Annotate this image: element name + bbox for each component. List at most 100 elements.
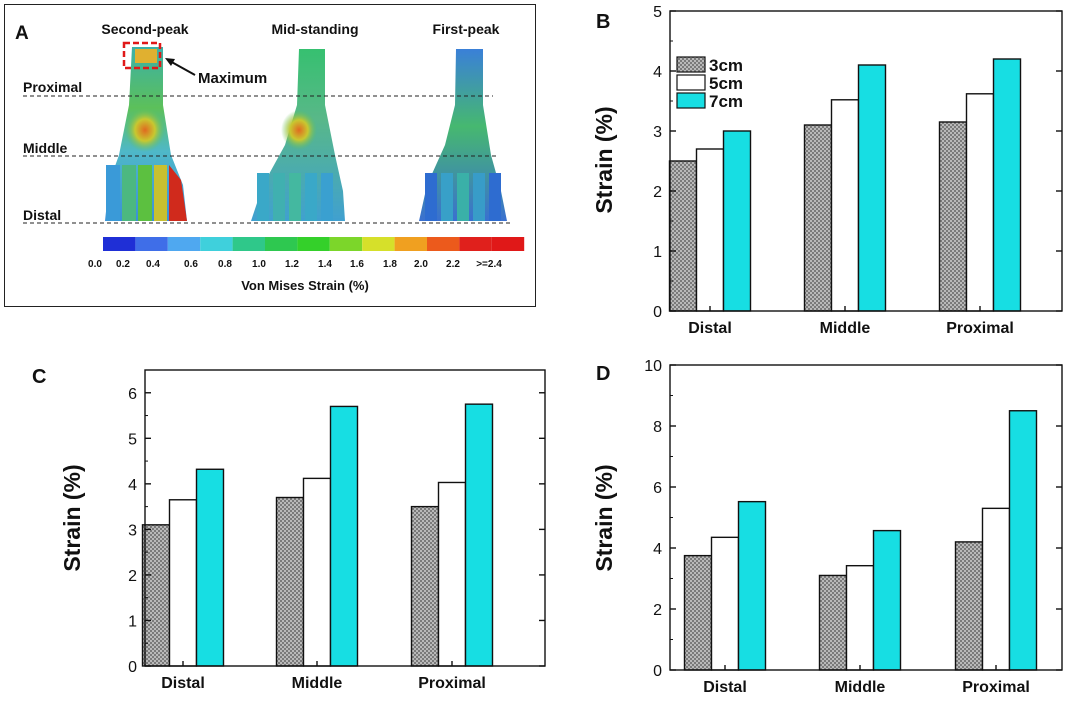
colorbar-tick-label: 1.6 [350,259,364,270]
colorbar-tick-label: 0.6 [184,259,198,270]
y-tick-label: 0 [128,659,137,676]
colorbar-tick-label: 0.2 [116,259,130,270]
y-axis-label: Strain (%) [591,106,617,213]
panel-letter: D [596,363,610,385]
colorbar-swatch [232,237,265,251]
bar-3cm-proximal [954,541,984,671]
y-tick-label: 10 [644,358,662,375]
maximum-label: Maximum [198,70,267,87]
y-tick-label: 2 [653,184,662,201]
legend-swatch-3cm [676,56,706,73]
chart-panel-b: B 0 1 2 3 4 5 Distal Middle Proximal Strain (%) 3cm… [591,4,1063,337]
label-proximal: Proximal [23,79,82,95]
bar-5cm-middle [845,564,875,671]
title-second-peak: Second-peak [101,21,188,37]
y-tick-label: 0 [653,304,662,321]
legend-label-7cm: 7cm [709,92,743,111]
colorbar-tick-label: 1.0 [252,259,266,270]
bar-7cm-middle [857,64,887,312]
bar-3cm-middle [275,496,305,667]
y-tick-label: 5 [128,431,137,448]
legend-swatch-7cm [676,92,706,109]
y-tick-label: 1 [653,244,662,261]
x-tick-label: Proximal [946,320,1014,337]
colorbar-swatch [265,237,298,251]
colorbar-swatch [362,237,395,251]
x-tick-label: Distal [688,320,732,337]
legend-label-5cm: 5cm [709,74,743,93]
bar-5cm-middle [830,99,860,312]
y-tick-label: 2 [128,568,137,585]
x-tick-label: Middle [820,320,871,337]
bar-7cm-proximal [1008,410,1038,671]
bar-3cm-middle [818,574,848,671]
maximum-arrowhead [165,58,175,66]
bar-5cm-distal [695,148,725,312]
x-tick-label: Distal [703,679,747,696]
legend-swatch-5cm [676,74,706,91]
colorbar-tick-label: 0.4 [146,259,160,270]
y-tick-label: 4 [653,64,662,81]
maximum-marker-box [122,41,162,70]
y-tick-label: 5 [653,4,662,21]
y-tick-label: 0 [653,663,662,680]
bar-5cm-distal [168,499,198,667]
colorbar-tick-label: 1.8 [383,259,397,270]
y-axis-label: Strain (%) [59,464,85,571]
foot-mid-standing [251,49,345,221]
plot-frame [144,369,546,667]
bar-5cm-proximal [981,507,1011,671]
colorbar-tick-label: 0.8 [218,259,232,270]
colorbar-swatch [329,237,363,251]
panel-a-letter: A [15,23,29,44]
bar-7cm-distal [195,468,225,667]
legend-label-3cm: 3cm [709,56,743,75]
title-first-peak: First-peak [433,21,500,37]
panel-letter: C [32,366,46,388]
colorbar-tick-label: 1.2 [285,259,299,270]
foot-first-peak [419,49,507,221]
colorbar-tick-label: >=2.4 [476,259,502,270]
x-tick-label: Distal [161,675,205,692]
bar-3cm-middle [803,124,833,312]
foot-second-peak [105,47,187,221]
colorbar [103,237,525,251]
y-tick-label: 1 [128,613,137,630]
y-tick-label: 6 [653,480,662,497]
y-tick-label: 3 [128,522,137,539]
bar-7cm-proximal [464,403,494,667]
x-tick-label: Proximal [962,679,1030,696]
y-tick-label: 4 [653,541,662,558]
colorbar-swatch [491,237,525,251]
colorbar-swatch [103,237,136,251]
x-tick-label: Middle [835,679,886,696]
bar-7cm-distal [737,500,767,671]
x-tick-label: Proximal [418,675,486,692]
bar-7cm-middle [872,529,902,671]
colorbar-swatch [167,237,201,251]
colorbar-swatch [135,237,168,251]
y-tick-label: 2 [653,602,662,619]
colorbar-swatch [297,237,330,251]
x-tick-label: Middle [292,675,343,692]
strain-contour-figure: A Second-peak Mid-standing First-peak Ma… [15,21,525,293]
title-mid-standing: Mid-standing [271,21,358,37]
colorbar-swatch [200,237,233,251]
colorbar-swatch [394,237,427,251]
chart-panel-d: D 0 2 4 6 8 10 Distal Middle Proximal Strain (%) [591,358,1063,696]
colorbar-tick-label: 1.4 [318,259,332,270]
y-tick-label: 4 [128,477,137,494]
bar-5cm-proximal [437,481,467,667]
bar-7cm-middle [329,405,359,667]
bar-3cm-distal [141,524,171,667]
bar-3cm-distal [683,554,713,671]
bar-3cm-proximal [938,121,968,312]
y-axis-label: Strain (%) [591,464,617,571]
bar-5cm-proximal [965,93,995,312]
bar-5cm-middle [302,477,332,667]
bar-5cm-distal [710,536,740,671]
colorbar-tick-label: 2.2 [446,259,460,270]
panel-a-strain-contour: A Second-peak Mid-standing First-peak Ma… [4,4,536,307]
